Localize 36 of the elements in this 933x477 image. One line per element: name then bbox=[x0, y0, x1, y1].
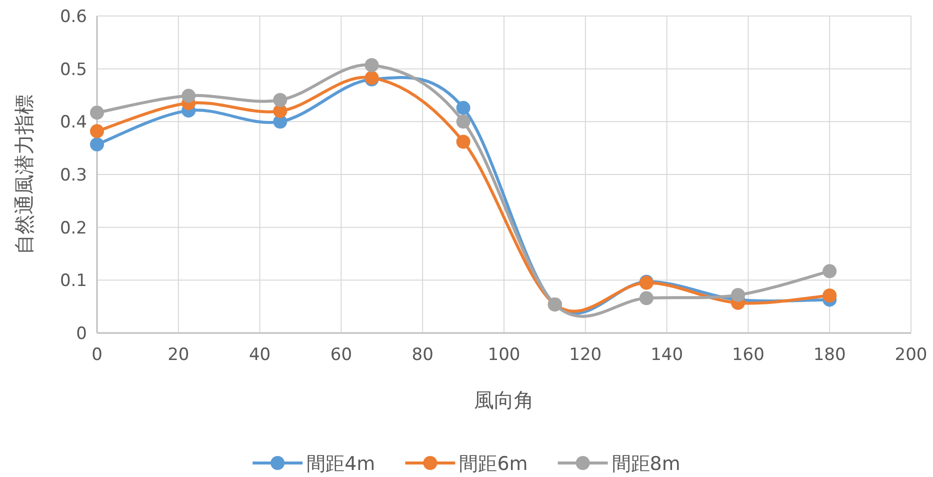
y-tick-label: 0 bbox=[76, 324, 87, 344]
point bbox=[90, 137, 104, 152]
x-tick-label: 100 bbox=[488, 345, 520, 365]
point bbox=[182, 88, 196, 103]
x-tick-label: 180 bbox=[813, 345, 846, 365]
x-tick-label: 80 bbox=[412, 345, 434, 365]
point bbox=[273, 93, 288, 108]
x-tick-label: 140 bbox=[650, 345, 684, 365]
x-tick-label: 20 bbox=[168, 345, 190, 365]
y-tick-label: 0.3 bbox=[60, 166, 87, 186]
point bbox=[822, 264, 837, 278]
y-axis-title: 自然通風潜力指標 bbox=[12, 94, 36, 254]
y-tick-label: 0.4 bbox=[60, 112, 87, 133]
x-tick-label: 160 bbox=[732, 345, 764, 365]
legend-label: 間距8m bbox=[612, 453, 680, 475]
point bbox=[90, 106, 104, 120]
point bbox=[731, 288, 746, 302]
x-tick-label: 40 bbox=[248, 345, 271, 365]
legend-label: 間距4m bbox=[306, 453, 376, 475]
point bbox=[822, 288, 837, 302]
y-tick-label: 0.1 bbox=[60, 271, 87, 292]
y-tick-label: 0.6 bbox=[60, 7, 87, 27]
x-tick-label: 200 bbox=[894, 345, 928, 365]
x-axis-title: 風向角 bbox=[474, 388, 534, 412]
point bbox=[456, 100, 470, 115]
x-tick-label: 120 bbox=[569, 345, 602, 365]
point bbox=[456, 134, 470, 149]
x-tick-label: 0 bbox=[92, 345, 102, 365]
x-tick-label: 60 bbox=[330, 345, 352, 365]
point bbox=[639, 291, 654, 306]
legend-label: 間距6m bbox=[459, 453, 528, 475]
point bbox=[90, 124, 104, 138]
y-tick-label: 0.2 bbox=[60, 218, 87, 238]
y-tick-label: 0.5 bbox=[60, 60, 87, 80]
point bbox=[364, 58, 379, 72]
point bbox=[456, 114, 470, 129]
